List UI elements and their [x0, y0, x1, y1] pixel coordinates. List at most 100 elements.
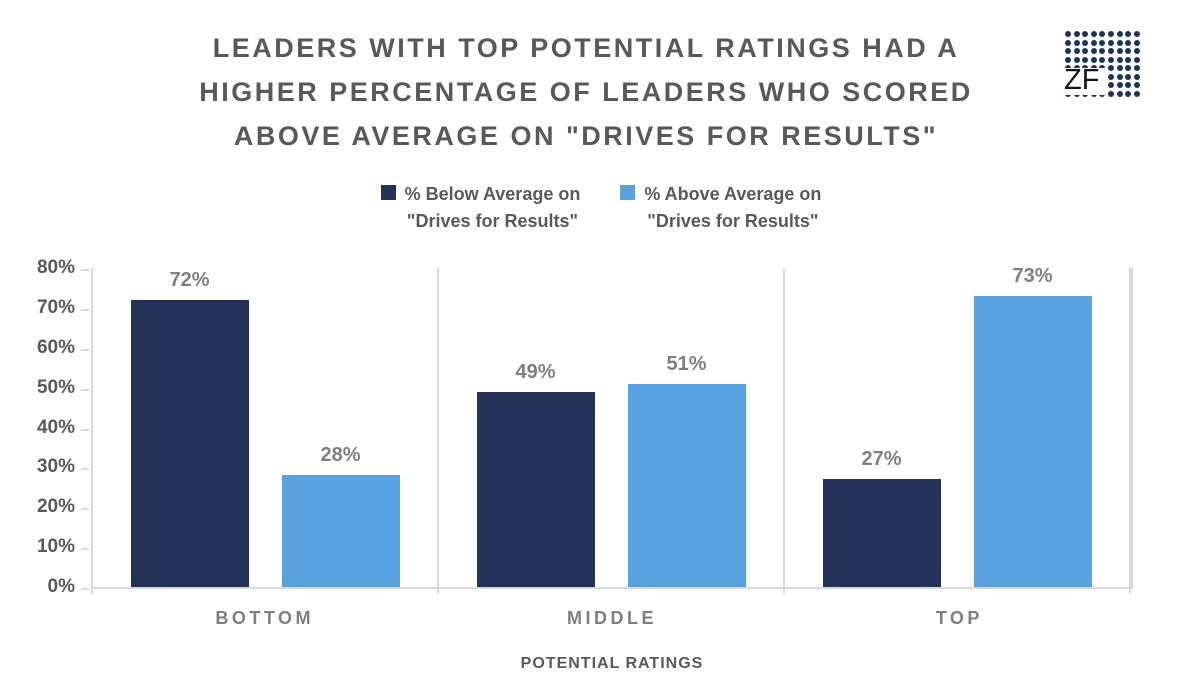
logo-dot — [1116, 73, 1123, 80]
logo-dot — [1107, 31, 1114, 37]
y-axis-tick-mark — [81, 548, 89, 551]
x-axis-tick-mark — [91, 587, 93, 594]
y-axis-tick-label: 70% — [36, 296, 75, 318]
y-axis-tick-mark — [81, 308, 89, 311]
x-axis-tick-mark — [437, 587, 439, 594]
bar-data-label: 51% — [666, 352, 707, 375]
category-label-bottom: BOTTOM — [215, 608, 314, 628]
legend-label-line-2: "Drives for Results" — [406, 211, 579, 231]
y-axis-tick-mark — [81, 428, 89, 431]
chart-title-line-1: LEADERS WITH TOP POTENTIAL RATINGS HAD A — [212, 33, 960, 63]
legend-label: % Above Average on "Drives for Results" — [644, 181, 821, 235]
category-group-top: 27% 73% — [785, 265, 1131, 594]
logo-dot — [1107, 39, 1114, 46]
logo-dot — [1090, 31, 1097, 37]
logo-dot — [1133, 31, 1140, 37]
bar-above-average-middle: 51% — [627, 353, 746, 587]
chart-legend: % Below Average on "Drives for Results"% … — [0, 181, 1202, 235]
logo-dot — [1073, 39, 1080, 46]
chart-title: LEADERS WITH TOP POTENTIAL RATINGS HAD A… — [0, 26, 1172, 158]
logo-dot — [1133, 48, 1140, 54]
logo-dot — [1125, 73, 1132, 80]
logo-dot — [1082, 39, 1089, 46]
logo-dot — [1099, 56, 1106, 63]
logo-dot — [1107, 73, 1114, 80]
bar-rect — [476, 391, 595, 587]
chart-plot-region: 0% 10% 20% 30% 40% 50% 60% 70% 80% 72% 28% 49% 51% 2… — [37, 258, 1133, 597]
legend-label-line-1: % Above Average on — [644, 184, 822, 204]
logo-dot — [1090, 56, 1097, 63]
legend-label-line-2: "Drives for Results" — [647, 211, 819, 231]
logo-dot — [1107, 48, 1114, 54]
logo-dot — [1090, 48, 1097, 54]
logo-dot — [1116, 48, 1123, 54]
legend-label: % Below Average on "Drives for Results" — [405, 181, 581, 235]
logo-dot — [1133, 65, 1140, 71]
y-axis-tick-label: 80% — [36, 257, 75, 278]
y-axis-tick-label: 30% — [36, 456, 75, 478]
bar-above-average-bottom: 28% — [281, 444, 400, 587]
logo-dot — [1107, 82, 1114, 88]
x-axis-category-labels: BOTTOM MIDDLE TOP — [91, 608, 1133, 629]
logo-dot — [1107, 90, 1114, 97]
logo-dot — [1133, 39, 1140, 46]
y-axis-tick-label: 0% — [47, 576, 75, 597]
x-axis-tick-mark — [783, 587, 785, 594]
logo-dot — [1116, 65, 1123, 71]
bar-below-average-middle: 49% — [476, 361, 595, 587]
bar-data-label: 28% — [320, 444, 361, 467]
legend-item-above-average: % Above Average on "Drives for Results" — [620, 181, 821, 235]
logo-dot — [1125, 82, 1132, 88]
logo-dot — [1073, 31, 1080, 37]
y-axis-tick-label: 20% — [36, 496, 75, 518]
logo-dot — [1133, 56, 1140, 63]
logo-dot — [1133, 82, 1140, 88]
logo-dot — [1082, 31, 1089, 37]
category-label-top: TOP — [935, 608, 983, 628]
category-label-middle: MIDDLE — [566, 608, 657, 628]
logo-dot — [1065, 56, 1071, 63]
bar-data-label: 27% — [861, 448, 902, 471]
logo-dot — [1116, 39, 1123, 46]
bar-data-label: 49% — [515, 360, 556, 383]
logo-dot — [1116, 82, 1123, 88]
bar-rect — [627, 383, 746, 587]
legend-swatch-icon — [380, 185, 396, 200]
bar-rect — [130, 299, 249, 587]
bar-data-label: 72% — [169, 268, 210, 291]
legend-label-line-1: % Below Average on — [404, 184, 581, 204]
y-axis-tick-mark — [81, 348, 89, 351]
logo-dot — [1125, 56, 1132, 63]
logo-dot — [1125, 65, 1132, 71]
x-axis-title: POTENTIAL RATINGS — [520, 655, 704, 672]
category-group-bottom: 72% 28% — [93, 268, 439, 594]
y-axis-tick-label: 60% — [36, 336, 75, 358]
logo-dot — [1082, 56, 1089, 63]
logo-dot — [1133, 73, 1140, 80]
zf-logo: ZF — [1062, 31, 1140, 98]
y-axis-tick-mark — [81, 468, 89, 471]
logo-dot — [1065, 39, 1071, 46]
logo-dot — [1065, 48, 1071, 54]
y-axis-tick-mark — [81, 588, 89, 590]
logo-dot — [1073, 48, 1080, 54]
category-group-middle: 49% 51% — [439, 268, 785, 594]
logo-dot — [1099, 31, 1106, 37]
bar-above-average-top: 73% — [973, 265, 1092, 587]
legend-swatch-icon — [620, 185, 636, 200]
bar-rect — [281, 475, 400, 587]
chart-title-line-3: ABOVE AVERAGE ON "DRIVES FOR RESULTS" — [233, 121, 939, 151]
plot-area: 72% 28% 49% 51% 27% 73% — [91, 265, 1133, 594]
bar-below-average-bottom: 72% — [130, 269, 249, 587]
y-axis-tick-label: 40% — [36, 416, 75, 438]
logo-text: ZF — [1062, 66, 1106, 95]
bar-below-average-top: 27% — [822, 448, 941, 587]
logo-dot — [1065, 31, 1071, 37]
legend-item-below-average: % Below Average on "Drives for Results" — [380, 181, 581, 235]
logo-dot — [1099, 39, 1106, 46]
logo-dot — [1090, 39, 1097, 46]
logo-dot — [1125, 31, 1132, 37]
logo-dot — [1107, 65, 1114, 71]
logo-dot — [1116, 90, 1123, 97]
logo-dot — [1082, 48, 1089, 54]
